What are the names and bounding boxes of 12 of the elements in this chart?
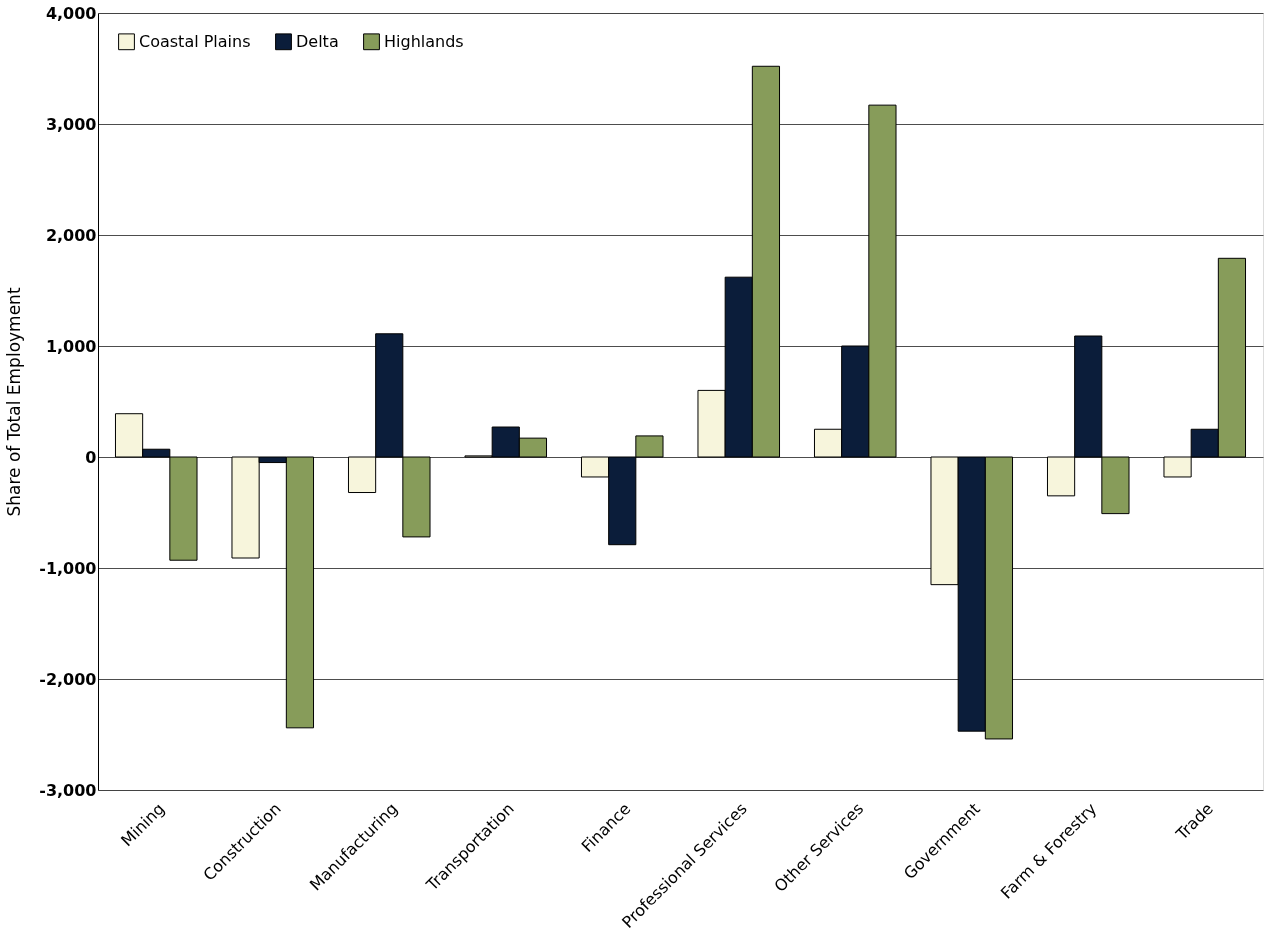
- y-tick-label: 4,000: [45, 3, 97, 23]
- legend-label: Delta: [296, 31, 339, 51]
- y-tick-label: 1,000: [45, 336, 97, 356]
- y-tick-label: -2,000: [39, 669, 97, 689]
- y-tick-label: -3,000: [39, 780, 97, 800]
- legend-label: Highlands: [384, 31, 464, 51]
- y-tick-label: -1,000: [39, 558, 97, 578]
- y-tick-label: 3,000: [45, 114, 97, 134]
- legend-label: Coastal Plains: [139, 31, 251, 51]
- y-tick-label: 0: [85, 447, 97, 467]
- y-tick-label: 2,000: [45, 225, 97, 245]
- y-axis-title: Share of Total Employment: [4, 287, 25, 517]
